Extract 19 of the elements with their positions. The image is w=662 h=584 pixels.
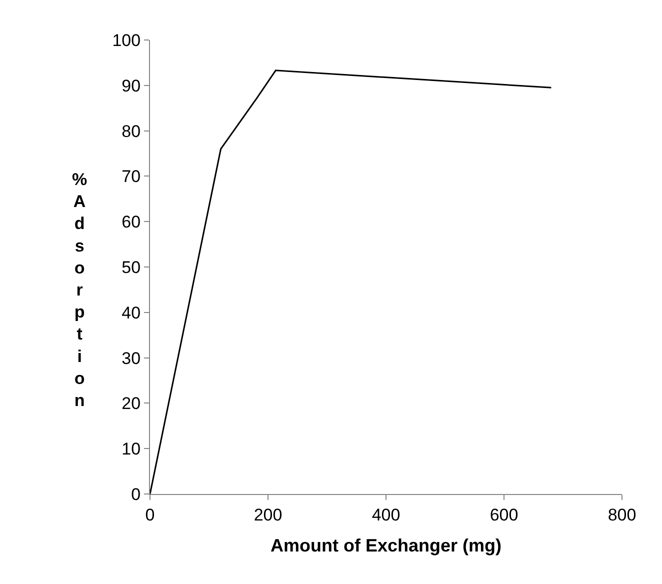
- y-tick-label: 80: [122, 122, 141, 141]
- y-tick-label: 0: [131, 484, 141, 504]
- y-tick-label: 60: [122, 212, 141, 232]
- x-axis-title: Amount of Exchanger (mg): [270, 536, 502, 556]
- y-tick-label: 20: [122, 394, 141, 414]
- y-tick-label: 70: [122, 167, 141, 186]
- x-tick-label: 0: [145, 505, 155, 524]
- y-tick-label: 10: [122, 440, 141, 459]
- x-tick-label: 200: [254, 505, 282, 524]
- y-tick-label: 50: [122, 258, 141, 277]
- y-tick-label: 30: [122, 348, 141, 368]
- y-tick-label: 100: [112, 30, 141, 50]
- y-tick-label: 90: [122, 76, 141, 96]
- x-tick-label: 400: [372, 505, 400, 524]
- text: % Adsorption: [72, 170, 88, 410]
- y-tick-label: 40: [122, 303, 141, 322]
- line-series: [150, 70, 552, 494]
- x-tick-label: 800: [608, 505, 636, 524]
- x-tick-label: 600: [490, 505, 518, 524]
